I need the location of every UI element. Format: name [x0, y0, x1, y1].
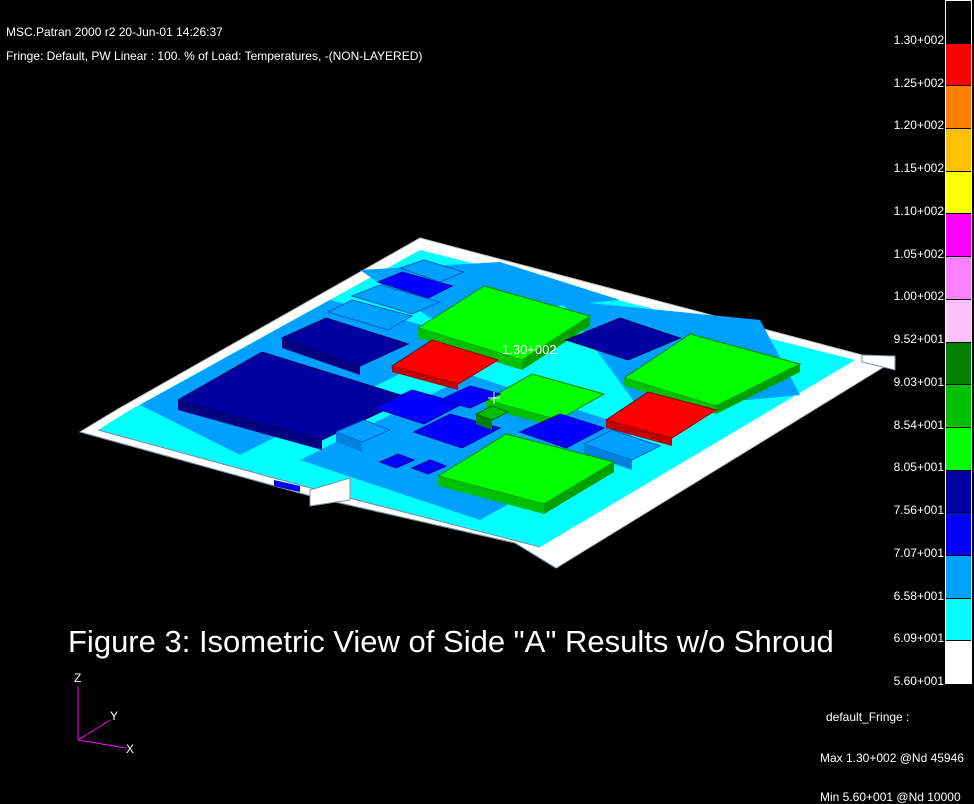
colorbar-swatch	[946, 129, 971, 172]
component-green-right-side2	[716, 364, 800, 414]
component-green-bottom-side2	[544, 462, 614, 514]
x-axis-line	[77, 739, 127, 749]
colorbar-swatch	[946, 470, 971, 514]
colorbar-tick-label: 9.03+001	[893, 374, 944, 389]
colorbar-tick-label: 1.25+002	[893, 75, 944, 90]
model-viewport[interactable]: 1.30+002	[0, 0, 974, 620]
component-lb1	[326, 299, 414, 331]
colorbar-swatch	[946, 299, 971, 343]
colorbar-tick-label: 1.30+002	[893, 32, 944, 47]
y-axis-label: Y	[110, 709, 118, 723]
colorbar-swatch	[946, 257, 971, 300]
component-lb2	[350, 284, 442, 315]
component-lb-left-side	[336, 432, 362, 452]
component-lb3	[376, 271, 454, 299]
x-axis-label: X	[126, 742, 134, 756]
colorbar-tick-label: 1.00+002	[893, 289, 944, 304]
colorbar-swatch	[946, 86, 971, 130]
component-lb4	[398, 259, 466, 283]
component-green-center-side	[486, 400, 558, 428]
fringe-name-label: default_Fringe :	[826, 710, 910, 724]
colorbar-swatch	[946, 555, 971, 599]
figure-caption: Figure 3: Isometric View of Side "A" Res…	[68, 624, 834, 659]
colorbar-tick-label: 7.56+001	[893, 503, 944, 517]
component-red-right-side	[606, 420, 672, 446]
axis-triad: Z Y X	[74, 671, 134, 756]
frame-tab-bottom-blue	[274, 480, 300, 492]
component-red-left-side	[392, 366, 458, 390]
colorbar-swatch	[946, 641, 971, 683]
colorbar-swatch	[946, 43, 971, 87]
component-green-chip-side	[476, 414, 492, 430]
component-navy-upper-top	[280, 317, 410, 367]
fringe-max-info: Max 1.30+002 @Nd 45946	[820, 751, 964, 765]
header-title: MSC.Patran 2000 r2 20-Jun-01 14:26:37	[6, 25, 223, 39]
colorbar-swatch	[946, 214, 971, 258]
fringe-description: Fringe: Default, PW Linear : 100. % of L…	[6, 49, 423, 63]
component-navy-right	[564, 317, 682, 361]
z-axis-label: Z	[74, 671, 81, 685]
max-marker-label: 1.30+002	[502, 342, 557, 357]
colorbar-tick-label: 1.10+002	[893, 203, 944, 218]
component-lb-left-face	[334, 419, 392, 443]
component-lb-right-face	[582, 429, 662, 461]
colorbar-tick-label: 1.15+002	[893, 161, 944, 175]
component-green-top-side2	[522, 316, 590, 370]
colorbar-swatch	[946, 342, 971, 386]
component-blue-mid3	[438, 385, 502, 409]
frame-tab-right	[861, 354, 896, 371]
colorbar-tick-label: 5.60+001	[893, 674, 944, 688]
colorbar-swatch	[946, 171, 971, 215]
colorbar-tick-label: 6.58+001	[893, 588, 944, 603]
colorbar-tick-label: 8.54+001	[893, 417, 944, 432]
component-large-left-side	[178, 400, 322, 450]
fringe-colorbar	[945, 0, 972, 684]
colorbar-tick-label: 6.09+001	[893, 631, 944, 646]
colorbar-tick-label: 9.52+001	[893, 332, 944, 346]
component-lb-right-side	[584, 444, 632, 470]
component-blue-mid4	[518, 413, 606, 449]
colorbar-swatch	[946, 385, 971, 428]
colorbar-tick-label: 1.20+002	[893, 118, 944, 133]
fringe-min-info: Min 5.60+001 @Nd 10000	[820, 790, 961, 804]
colorbar-swatch	[946, 598, 971, 642]
frame-tab-bottom	[309, 477, 351, 507]
y-axis-line	[77, 719, 111, 741]
colorbar-swatch	[946, 1, 971, 44]
component-small-blue2	[410, 459, 448, 475]
colorbar-tick-label: 7.07+001	[893, 545, 944, 560]
colorbar-swatch	[946, 427, 971, 471]
component-small-blue1	[378, 453, 416, 469]
frame-rim-outer	[79, 431, 557, 569]
colorbar-tick-label: 1.05+002	[893, 246, 944, 261]
component-green-bottom-side	[438, 476, 544, 514]
component-navy-upper-side	[282, 338, 360, 375]
colorbar-swatch	[946, 513, 971, 556]
colorbar-tick-label: 8.05+001	[893, 460, 944, 475]
